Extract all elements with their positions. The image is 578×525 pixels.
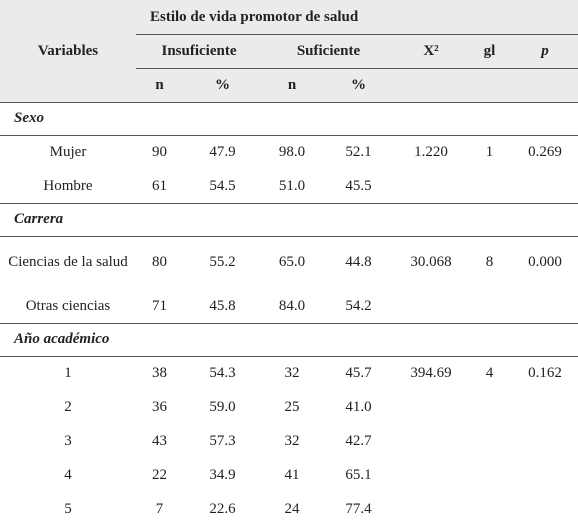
value-cell: 65.0 xyxy=(278,254,306,270)
rule xyxy=(0,203,578,204)
group-title: Estilo de vida promotor de salud xyxy=(150,8,359,25)
value-cell: 54.3 xyxy=(209,364,236,381)
row-label: Hombre xyxy=(43,177,93,194)
value-cell: 42.7 xyxy=(345,432,372,449)
value-cell: 32 xyxy=(284,364,300,381)
value-cell: 45.8 xyxy=(209,297,236,314)
value-cell: 84.0 xyxy=(278,297,306,314)
sub-header: % xyxy=(215,76,230,93)
rule xyxy=(0,102,578,103)
section-title: Año académico xyxy=(14,331,110,347)
value-cell: 41.0 xyxy=(345,398,372,415)
value-cell: 80 xyxy=(152,254,167,270)
value-cell: 0.162 xyxy=(528,364,562,381)
row-label: Mujer xyxy=(49,143,87,160)
row-label: 1 xyxy=(64,364,72,381)
value-cell: 43 xyxy=(152,432,167,449)
value-cell: 1 xyxy=(485,143,494,160)
value-cell: 90 xyxy=(152,143,167,160)
value-cell: 34.9 xyxy=(209,466,236,483)
value-cell: 52.1 xyxy=(345,143,372,160)
value-cell: 36 xyxy=(152,398,167,415)
row-label: 3 xyxy=(64,432,72,449)
row-label: 4 xyxy=(64,466,72,483)
value-cell: 51.0 xyxy=(278,177,306,194)
value-cell: 22.6 xyxy=(209,500,236,517)
value-cell: 54.5 xyxy=(209,177,236,194)
value-cell: 54.2 xyxy=(345,297,372,314)
row-label: Ciencias de la salud xyxy=(8,254,128,270)
value-cell: 4 xyxy=(485,364,494,381)
row-label: Otras ciencias xyxy=(25,297,111,314)
rule xyxy=(0,323,578,324)
rule xyxy=(136,34,578,35)
value-cell: 32 xyxy=(284,432,300,449)
value-cell: 41 xyxy=(284,466,300,483)
value-cell: 59.0 xyxy=(209,398,236,415)
chi2-header: X² xyxy=(423,42,439,59)
rule xyxy=(0,356,578,357)
value-cell: 8 xyxy=(485,254,494,270)
value-cell: 1.220 xyxy=(414,143,448,160)
value-cell: 22 xyxy=(152,466,167,483)
gl-header: gl xyxy=(483,42,496,59)
section-title: Carrera xyxy=(14,211,64,227)
value-cell: 65.1 xyxy=(345,466,372,483)
sub-header: n xyxy=(155,76,164,93)
value-cell: 45.7 xyxy=(345,364,372,381)
value-cell: 44.8 xyxy=(345,254,372,270)
value-cell: 47.9 xyxy=(209,143,236,160)
p-header: p xyxy=(541,42,549,59)
sufficient-header: Suficiente xyxy=(296,42,361,59)
insufficient-header: Insuficiente xyxy=(161,42,237,59)
sub-header: n xyxy=(287,76,297,93)
value-cell: 55.2 xyxy=(209,254,236,270)
rule xyxy=(136,68,578,69)
sub-header: % xyxy=(351,76,366,93)
row-label: 5 xyxy=(64,500,72,517)
section-title: Sexo xyxy=(14,110,44,126)
rule xyxy=(0,135,578,136)
value-cell: 77.4 xyxy=(345,500,372,517)
value-cell: 71 xyxy=(152,297,167,314)
value-cell: 45.5 xyxy=(345,177,372,194)
value-cell: 98.0 xyxy=(278,143,306,160)
value-cell: 57.3 xyxy=(209,432,236,449)
row-label: 2 xyxy=(64,398,72,415)
rule xyxy=(0,236,578,237)
value-cell: 394.69 xyxy=(410,364,452,381)
value-cell: 38 xyxy=(152,364,167,381)
value-cell: 61 xyxy=(152,177,167,194)
value-cell: 25 xyxy=(284,398,300,415)
value-cell: 24 xyxy=(284,500,300,517)
value-cell: 30.068 xyxy=(410,254,452,270)
variables-header: Variables xyxy=(37,42,99,59)
value-cell: 0.000 xyxy=(528,254,562,270)
value-cell: 7 xyxy=(155,500,164,517)
value-cell: 0.269 xyxy=(528,143,562,160)
header-background xyxy=(0,0,578,102)
